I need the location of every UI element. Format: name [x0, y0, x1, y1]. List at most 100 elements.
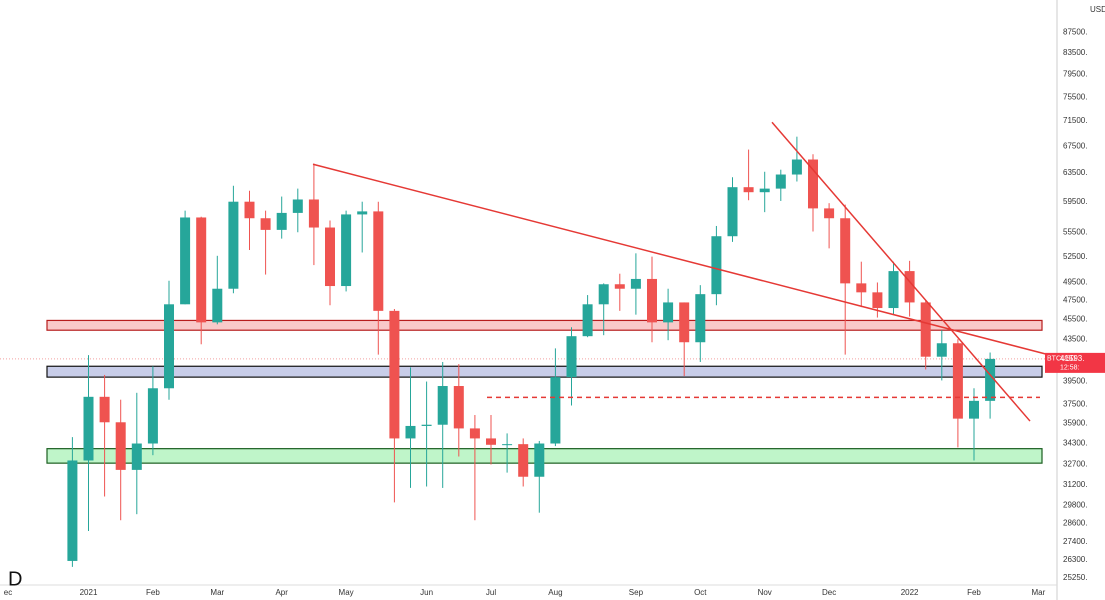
y-tick-label: 83500. — [1063, 48, 1087, 57]
x-tick-label: Mar — [210, 588, 224, 597]
y-tick-label: 59500. — [1063, 197, 1087, 206]
candle-body — [308, 199, 319, 228]
candle-body — [244, 201, 255, 219]
candle-body — [357, 211, 368, 215]
candle-body — [276, 212, 287, 230]
candle-body — [469, 428, 480, 439]
y-tick-label: 71500. — [1063, 116, 1087, 125]
candle-body — [147, 388, 158, 444]
candle-body — [904, 271, 915, 303]
symbol-label: BTCUSD — [1047, 356, 1076, 363]
candle-body — [180, 217, 191, 305]
candle-body — [453, 386, 464, 429]
candle-body — [630, 278, 641, 289]
candle-body — [83, 396, 94, 461]
candle-body — [115, 422, 126, 470]
candle-body — [534, 443, 545, 477]
y-tick-label: 43500. — [1063, 334, 1087, 343]
trendline — [771, 121, 1031, 422]
y-tick-label: 31200. — [1063, 480, 1087, 489]
candle-body — [67, 460, 78, 561]
x-tick-label: Jul — [486, 588, 496, 597]
candle-body — [292, 199, 303, 213]
x-tick-label: Sep — [629, 588, 644, 597]
candle-body — [373, 211, 384, 311]
x-tick-label: May — [339, 588, 354, 597]
candle-body — [936, 343, 947, 357]
candle-body — [985, 358, 996, 401]
y-tick-label: 79500. — [1063, 70, 1087, 79]
candle-body — [679, 302, 690, 343]
x-tick-label: Jun — [420, 588, 433, 597]
x-tick-label: 2022 — [901, 588, 919, 597]
candle-body — [99, 396, 110, 423]
candle-body — [759, 188, 770, 193]
last-price-label: 41593. — [1060, 354, 1084, 363]
candle-body — [389, 310, 400, 439]
candle-body — [614, 284, 625, 289]
x-tick-label: Oct — [694, 588, 707, 597]
candle-body — [695, 294, 706, 343]
candle-body — [743, 187, 754, 193]
candle-body — [872, 292, 883, 309]
y-tick-label: 49500. — [1063, 278, 1087, 287]
candle-body — [325, 227, 335, 287]
candle-body — [502, 444, 513, 446]
candle-body — [341, 214, 352, 287]
candle-body — [550, 377, 561, 444]
candle-body — [582, 304, 593, 337]
y-tick-label: 35900. — [1063, 419, 1087, 428]
x-tick-label: Feb — [146, 588, 160, 597]
candle-body — [212, 288, 223, 323]
y-tick-label: 87500. — [1063, 27, 1087, 36]
y-tick-label: 29800. — [1063, 500, 1087, 509]
y-tick-label: 28600. — [1063, 518, 1087, 527]
x-tick-label: Dec — [822, 588, 836, 597]
y-tick-label: 45500. — [1063, 315, 1087, 324]
candle-body — [486, 438, 496, 445]
candle-body — [775, 174, 786, 189]
candle-body — [808, 159, 818, 209]
candle-body — [437, 386, 448, 425]
x-tick-label: 2021 — [80, 588, 98, 597]
zone — [46, 448, 1043, 464]
x-tick-label: Nov — [758, 588, 772, 597]
y-tick-label: 27400. — [1063, 537, 1087, 546]
y-tick-label: 32700. — [1063, 460, 1087, 469]
y-tick-label: 67500. — [1063, 141, 1087, 150]
countdown: 12:58: — [1060, 365, 1080, 372]
candle-body — [164, 304, 174, 389]
x-tick-label: Apr — [275, 588, 288, 597]
candle-body — [260, 218, 271, 230]
candle-body — [824, 208, 835, 219]
candle-body — [566, 336, 577, 378]
price-label-box — [1045, 352, 1105, 373]
candle-body — [518, 444, 529, 477]
y-tick-label: 37500. — [1063, 399, 1087, 408]
candle-body — [856, 283, 867, 293]
x-tick-label: Mar — [1032, 588, 1046, 597]
y-tick-label: 55500. — [1063, 227, 1087, 236]
candle-body — [840, 218, 851, 284]
candle-body — [711, 236, 722, 295]
y-tick-label: 34300. — [1063, 439, 1087, 448]
zone — [46, 319, 1043, 331]
candle-body — [196, 217, 207, 323]
corner-letter: D — [8, 568, 22, 590]
x-tick-label: Aug — [548, 588, 562, 597]
candle-body — [131, 443, 142, 470]
x-tick-label: ec — [4, 588, 12, 597]
y-tick-label: 39500. — [1063, 377, 1087, 386]
trendline — [312, 163, 1051, 356]
candle-body — [647, 278, 657, 323]
candle-body — [920, 302, 931, 357]
candle-body — [663, 302, 674, 323]
candle-body — [421, 424, 432, 426]
candle-body — [952, 343, 963, 419]
candle-body — [598, 284, 609, 305]
y-tick-label: 75500. — [1063, 92, 1087, 101]
candle-body — [405, 425, 416, 439]
y-tick-label: 26300. — [1063, 555, 1087, 564]
